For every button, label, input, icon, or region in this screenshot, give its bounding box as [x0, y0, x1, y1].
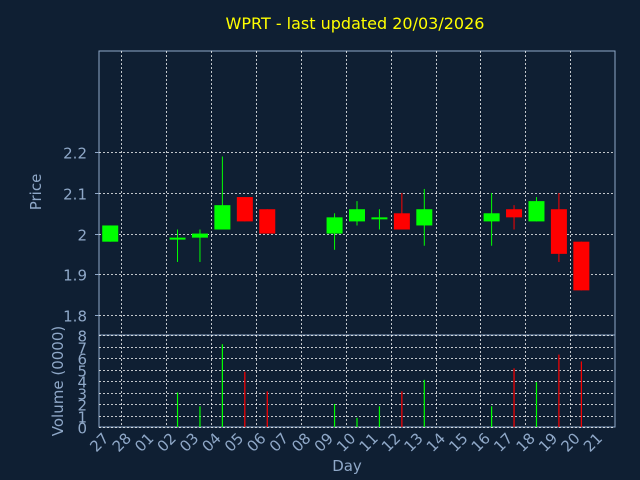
- price-axis-label: Price: [27, 174, 45, 211]
- candle-body: [371, 217, 388, 220]
- x-axis-label: Day: [332, 457, 362, 475]
- volume-grid: [99, 335, 615, 428]
- price-y-tick-label: 2.2: [63, 145, 87, 163]
- volume-y-tick-label: 1: [77, 409, 87, 427]
- price-y-tick-label: 2: [77, 227, 87, 245]
- candle-body: [416, 209, 433, 226]
- volume-y-tick-label: 6: [77, 351, 87, 369]
- volume-y-tick-label: 2: [77, 397, 87, 415]
- volume-y-tick-label: 4: [77, 374, 87, 392]
- volume-y-tick-label: 5: [77, 363, 87, 381]
- candle-body: [550, 209, 567, 254]
- volume-y-tick-label: 7: [77, 340, 87, 358]
- volume-y-tick-label: 0: [77, 420, 87, 438]
- candle-body: [236, 197, 253, 222]
- price-y-tick-label: 2.1: [63, 186, 87, 204]
- candle-body: [483, 213, 500, 222]
- candle-body: [169, 237, 186, 240]
- volume-axis-label: Volume (0000): [49, 326, 67, 436]
- price-y-tick-label: 1.8: [63, 308, 87, 326]
- price-y-tick-labels: 1.8 1.9 2 2.1 2.2: [63, 145, 99, 326]
- candle-body: [349, 209, 365, 222]
- volume-y-tick-label: 3: [77, 386, 87, 404]
- candle-body: [573, 241, 590, 291]
- candlestick-series: [102, 156, 590, 291]
- volume-y-tick-label: 8: [77, 328, 87, 346]
- chart-title: WPRT - last updated 20/03/2026: [226, 14, 485, 33]
- candle-body: [393, 213, 410, 230]
- candle-body: [259, 209, 276, 234]
- candle-body: [214, 205, 231, 230]
- candle-body: [102, 225, 119, 242]
- candle-body: [528, 201, 545, 222]
- x-tick-label: 21: [580, 429, 606, 455]
- price-y-tick-label: 1.9: [63, 267, 87, 285]
- price-grid: [99, 51, 615, 335]
- candle-body: [191, 233, 208, 238]
- x-tick-labels: 2728010203040506070809101112131415161718…: [86, 429, 606, 455]
- candle-body: [326, 217, 343, 234]
- candle-body: [506, 209, 523, 218]
- volume-bar-series: [176, 344, 582, 427]
